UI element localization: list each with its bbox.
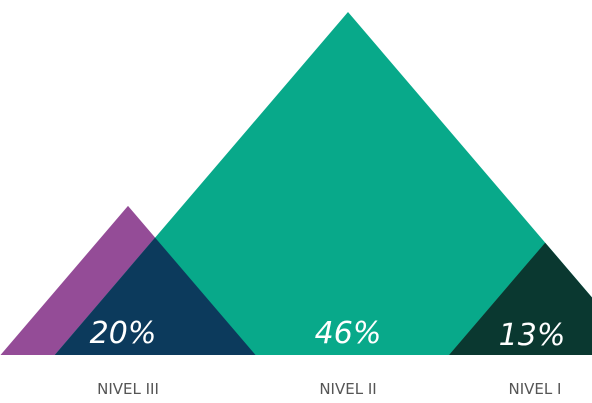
value-label-nivel-i: 13% [499, 318, 566, 353]
overlap-nivel-ii-i [449, 242, 592, 355]
category-label-nivel-i: NIVEL I [509, 380, 562, 398]
triangle-nivel-ii [54, 12, 592, 355]
value-label-nivel-ii: 46% [315, 316, 382, 351]
category-label-nivel-iii: NIVEL III [97, 380, 159, 398]
value-label-nivel-iii: 20% [90, 316, 157, 351]
overlap-nivel-iii-ii [54, 237, 256, 355]
category-label-nivel-ii: NIVEL II [319, 380, 376, 398]
